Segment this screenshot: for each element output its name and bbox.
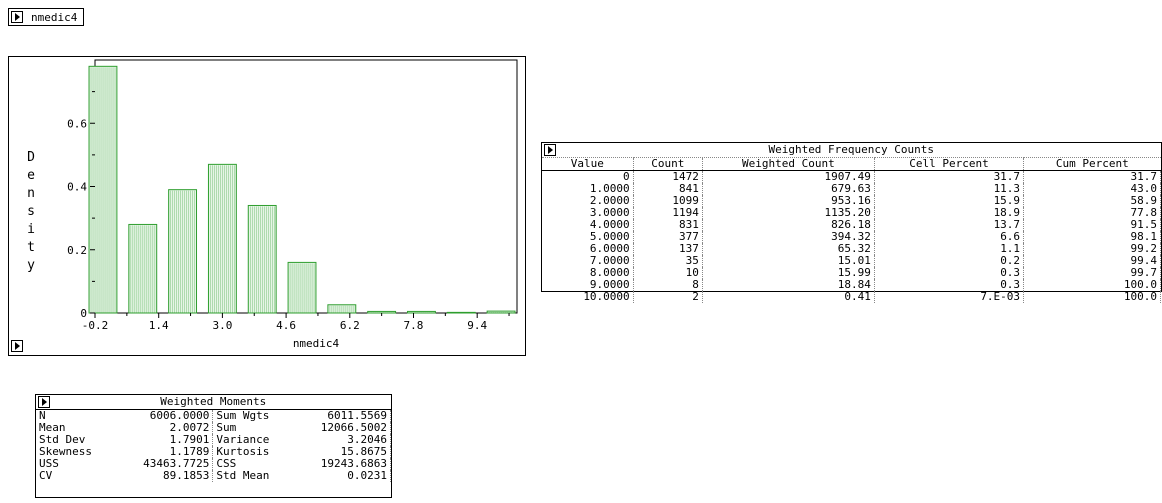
y-tick-label: 0.6 — [67, 117, 87, 130]
frequency-table-panel: Weighted Frequency Counts Value Count Weig… — [541, 142, 1162, 292]
variable-title: nmedic4 — [31, 11, 77, 24]
moments-stat-label: Std Mean — [213, 470, 293, 482]
x-tick-label: -0.2 — [82, 319, 109, 332]
frequency-table-column-header: Weighted Count — [702, 158, 874, 171]
frequency-table-cell: 100.0 — [1024, 291, 1161, 303]
x-tick-label: 4.6 — [276, 319, 296, 332]
moments-stat-value: 89.1853 — [115, 470, 213, 482]
frequency-table-column-header: Cell Percent — [874, 158, 1023, 171]
moments-table-row: USS 43463.7725 CSS 19243.6863 — [36, 458, 391, 470]
y-axis-label-letter: e — [27, 168, 35, 183]
y-tick-label: 0.2 — [67, 244, 87, 257]
variable-menu-arrow-icon[interactable] — [11, 11, 23, 23]
frequency-table-cell: 2 — [633, 291, 702, 303]
frequency-table-cell: 7.E-03 — [874, 291, 1023, 303]
moments-table-body: N 6006.0000 Sum Wgts 6011.5569 Mean 2.0072 Sum… — [36, 410, 391, 483]
moments-table-row: CV 89.1853 Std Mean 0.0231 — [36, 470, 391, 482]
frequency-table-title: Weighted Frequency Counts — [768, 143, 934, 156]
x-tick-label: 3.0 — [212, 319, 232, 332]
frequency-table-row: 10.0000 2 0.41 7.E-03 100.0 — [542, 291, 1161, 303]
frequency-table-cell: 0.41 — [702, 291, 874, 303]
y-axis-label-letter: s — [27, 204, 35, 219]
frequency-table-column-header: Cum Percent — [1024, 158, 1161, 171]
moments-table-row: Mean 2.0072 Sum 12066.5002 — [36, 422, 391, 434]
y-axis-label-letter: n — [27, 186, 35, 201]
moments-table-title: Weighted Moments — [160, 395, 266, 408]
x-tick-label: 6.2 — [340, 319, 360, 332]
frequency-table-column-header: Count — [633, 158, 702, 171]
y-axis-label-letter: y — [27, 258, 35, 273]
chart-menu-arrow-icon[interactable] — [11, 340, 23, 352]
x-tick-label: 9.4 — [467, 319, 487, 332]
x-tick-label: 7.8 — [404, 319, 424, 332]
moments-table: Weighted Moments N 6006.0000 Sum Wgts 6011.… — [36, 395, 391, 482]
moments-table-panel: Weighted Moments N 6006.0000 Sum Wgts 6011.… — [35, 394, 392, 498]
y-axis-label-letter: D — [27, 150, 35, 165]
variable-title-box: nmedic4 — [8, 8, 84, 26]
y-axis-label-letter: i — [27, 222, 35, 237]
moments-stat-value: 0.0231 — [293, 470, 391, 482]
frequency-table-body: 0 1472 1907.49 31.7 31.7 1.0000 841 679.63 11.3 4… — [542, 171, 1161, 304]
frequency-table-cell: 10.0000 — [542, 291, 633, 303]
y-axis-label-letter: t — [27, 240, 35, 255]
frequency-table-menu-arrow-icon[interactable] — [544, 144, 556, 156]
moments-table-menu-arrow-icon[interactable] — [38, 396, 50, 408]
x-axis-label: nmedic4 — [293, 337, 340, 350]
x-tick-label: 1.4 — [149, 319, 169, 332]
frequency-table: Weighted Frequency Counts Value Count Weig… — [542, 143, 1161, 303]
frequency-table-header: Value Count Weighted Count Cell Percent Cum … — [542, 158, 1161, 171]
frequency-table-column-header: Value — [542, 158, 633, 171]
moments-stat-label: CV — [36, 470, 115, 482]
histogram-bar — [447, 312, 475, 313]
y-tick-label: 0.4 — [67, 181, 87, 194]
